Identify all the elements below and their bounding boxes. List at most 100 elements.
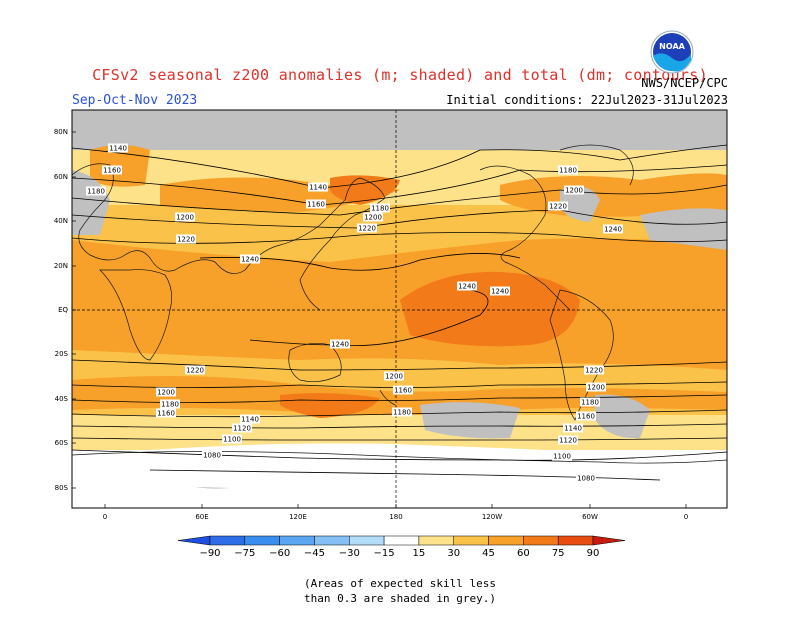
svg-text:1080: 1080 (577, 475, 595, 483)
lat-label: 60N (54, 173, 68, 181)
contour-label: 1160 (393, 385, 413, 395)
svg-text:1240: 1240 (241, 256, 259, 264)
contour-label: 1180 (370, 203, 390, 213)
colorbar-swatch (383, 535, 420, 546)
contour-label: 1240 (240, 254, 260, 264)
svg-text:1100: 1100 (553, 453, 571, 461)
contour-label: 1120 (558, 435, 578, 445)
contour-label: 1080 (576, 473, 596, 483)
svg-text:1120: 1120 (233, 425, 251, 433)
lat-label: 80N (54, 128, 68, 136)
contour-label: 1240 (457, 281, 477, 291)
colorbar-max-arrow (592, 535, 626, 546)
lat-label: EQ (58, 306, 68, 314)
contour-label: 1220 (357, 223, 377, 233)
colorbar-tick-label: −45 (304, 548, 325, 559)
colorbar-tick-label: 60 (517, 548, 530, 559)
colorbar-legend: −90 −75 −60 −45 −30 −15 15 30 45 60 75 90 (177, 535, 626, 559)
contour-label: 1180 (580, 397, 600, 407)
svg-text:1200: 1200 (385, 373, 403, 381)
colorbar-swatch (279, 535, 315, 546)
contour-label: 1240 (490, 286, 510, 296)
lat-label: 60S (55, 439, 69, 447)
colorbar-swatch (314, 535, 350, 546)
svg-text:NOAA: NOAA (659, 42, 685, 51)
longitude-labels: 0 60E 120E 180 120W 60W 0 (103, 504, 688, 521)
colorbar-tick-label: −90 (199, 548, 220, 559)
contour-label: 1180 (160, 399, 180, 409)
colorbar-tick-label: −75 (234, 548, 255, 559)
chart-title: CFSv2 seasonal z200 anomalies (m; shaded… (92, 66, 708, 84)
svg-text:1140: 1140 (309, 184, 327, 192)
svg-text:1160: 1160 (577, 413, 595, 421)
contour-label: 1100 (552, 451, 572, 461)
lon-label: 180 (389, 513, 402, 521)
lon-label: 0 (684, 513, 688, 521)
colorbar-swatch (349, 535, 385, 546)
lat-label: 80S (55, 484, 69, 492)
svg-text:1240: 1240 (331, 341, 349, 349)
svg-text:1100: 1100 (223, 436, 241, 444)
map-frame (71, 109, 728, 509)
lon-label: 120E (289, 513, 307, 521)
lat-label: 20S (55, 350, 69, 358)
contour-label: 1160 (576, 411, 596, 421)
svg-text:1160: 1160 (157, 410, 175, 418)
contour-label: 1100 (222, 434, 242, 444)
contour-label: 1200 (156, 387, 176, 397)
svg-text:1200: 1200 (587, 384, 605, 392)
contour-label: 1200 (586, 382, 606, 392)
contour-label: 1140 (240, 414, 260, 424)
colorbar-tick-label: 75 (552, 548, 565, 559)
svg-text:1220: 1220 (585, 367, 603, 375)
agency-label: NWS/NCEP/CPC (641, 76, 728, 90)
contour-label: 1140 (563, 423, 583, 433)
colorbar-tick-label: −60 (269, 548, 290, 559)
svg-text:1220: 1220 (358, 225, 376, 233)
svg-text:1200: 1200 (157, 389, 175, 397)
contour-label: 1140 (108, 143, 128, 153)
contour-label: 1220 (548, 201, 568, 211)
colorbar-tick-label: 15 (413, 548, 426, 559)
svg-text:1180: 1180 (161, 401, 179, 409)
svg-text:1160: 1160 (103, 167, 121, 175)
contour-label: 1200 (175, 212, 195, 222)
colorbar-swatch (418, 535, 454, 546)
contour-label: 1180 (558, 165, 578, 175)
svg-text:1180: 1180 (393, 409, 411, 417)
svg-text:1160: 1160 (394, 387, 412, 395)
colorbar-swatch (557, 535, 594, 546)
lat-label: 40S (55, 395, 69, 403)
contour-label: 1200 (384, 371, 404, 381)
svg-text:1240: 1240 (458, 283, 476, 291)
contour-label: 1180 (86, 186, 106, 196)
z200-contours (72, 144, 727, 481)
svg-text:1220: 1220 (177, 236, 195, 244)
noaa-logo-icon: NOAA (650, 30, 694, 74)
colorbar-swatch (209, 535, 246, 546)
svg-text:1180: 1180 (371, 205, 389, 213)
colorbar-tick-label: 90 (587, 548, 600, 559)
contour-label: 1160 (156, 408, 176, 418)
svg-text:1140: 1140 (109, 145, 127, 153)
contour-label: 1160 (102, 165, 122, 175)
svg-text:1220: 1220 (549, 203, 567, 211)
lat-label: 20N (54, 262, 68, 270)
contour-label: 1160 (306, 199, 326, 209)
colorbar-swatch (523, 535, 559, 546)
colorbar-tick-label: −30 (339, 548, 360, 559)
svg-text:1200: 1200 (364, 214, 382, 222)
skill-note-line-2: than 0.3 are shaded in grey.) (303, 592, 497, 605)
latitude-labels: 80N 60N 40N 20N EQ 20S 40S 60S 80S (54, 128, 76, 492)
svg-text:1180: 1180 (87, 188, 105, 196)
colorbar-swatch (244, 535, 280, 546)
contour-value-labels: 1140116011801200122012401240124012401220… (86, 143, 623, 483)
season-label: Sep-Oct-Nov 2023 (72, 93, 198, 108)
colorbar-tick-label: −15 (374, 548, 395, 559)
lat-label: 40N (54, 217, 68, 225)
svg-text:1140: 1140 (564, 425, 582, 433)
contour-label: 1240 (603, 224, 623, 234)
svg-text:1140: 1140 (241, 416, 259, 424)
lon-label: 120W (482, 513, 502, 521)
